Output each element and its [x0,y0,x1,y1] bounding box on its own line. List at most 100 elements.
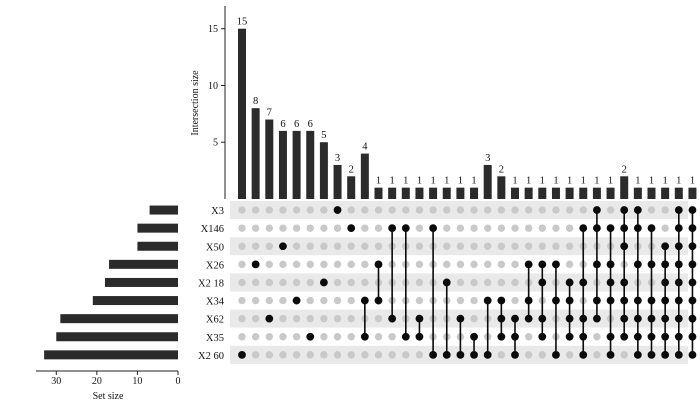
matrix-dot-inactive [415,260,424,269]
set-label: X146 [201,224,224,235]
set-label: X2 18 [198,278,224,289]
matrix-dot-inactive [279,224,287,232]
set-size-bar [44,350,178,360]
matrix-dot-inactive [306,351,314,359]
intersection-bar-label: 5 [321,130,326,141]
matrix-dot-inactive [470,296,478,305]
matrix-dot-active [388,314,397,323]
matrix-dot-inactive [333,242,342,250]
matrix-dot-inactive [320,206,328,214]
set-size-x-tick-label: 10 [132,376,142,387]
matrix-dot-active [688,278,697,287]
set-label: X26 [206,260,224,271]
matrix-dot-active [279,242,287,251]
intersection-bar [470,187,479,199]
matrix-dot-inactive [265,206,273,214]
matrix-dot-active [593,224,601,233]
intersection-bar [497,176,506,199]
intersection-bar-label: 1 [540,176,545,187]
matrix-dot-active [661,332,670,341]
matrix-dot-inactive [374,242,383,250]
set-size-bar [109,259,178,269]
intersection-bar [415,187,424,199]
matrix-dot-inactive [374,206,383,214]
matrix-dot-active [688,332,697,341]
set-label: X34 [206,297,225,308]
matrix-dot-inactive [279,351,287,359]
intersection-bar [551,187,560,199]
matrix-dot-active [593,296,601,305]
matrix-dot-inactive [388,206,396,214]
matrix-dot-inactive [306,206,314,214]
matrix-dot-inactive [497,351,506,359]
matrix-dot-inactive [538,242,546,250]
matrix-dot-active [497,296,506,305]
matrix-dot-active [661,260,670,269]
matrix-dot-inactive [484,260,492,269]
intersection-bar [278,130,287,199]
matrix-dot-inactive [333,314,342,323]
matrix-dot-active [674,260,683,269]
intersection-bar [442,187,451,199]
intersection-bar-label: 1 [690,176,695,187]
intersection-bar [319,142,328,199]
intersection-bar [360,153,369,199]
matrix-dot-inactive [524,206,533,214]
intersection-bar [429,187,438,199]
intersection-bar [524,187,533,199]
matrix-dot-inactive [251,314,260,323]
intersection-bar [647,187,656,199]
matrix-dot-inactive [361,224,369,232]
matrix-dot-inactive [470,278,478,287]
matrix-dot-active [579,224,588,233]
matrix-dot-inactive [306,296,314,305]
intersection-bar-label: 3 [335,153,340,164]
matrix-dot-active [347,224,356,233]
intersection-bar-label: 1 [663,176,668,187]
matrix-dot-inactive [333,333,342,341]
matrix-dot-inactive [292,333,301,341]
set-label: X35 [206,333,224,344]
matrix-dot-active [470,332,478,341]
matrix-dot-inactive [429,206,437,214]
matrix-dot-active [593,314,601,323]
matrix-dot-active [674,350,683,359]
matrix-dot-inactive [565,206,574,214]
matrix-dot-active [565,278,574,287]
intersection-bar-label: 1 [417,176,422,187]
matrix-dot-inactive [484,206,492,214]
matrix-dot-inactive [279,206,287,214]
matrix-dot-active [415,314,424,323]
matrix-dot-active [661,350,670,359]
matrix-dot-inactive [374,333,383,341]
intersection-bar [483,164,492,199]
matrix-dot-inactive [347,278,355,287]
matrix-dot-active [633,206,642,214]
intersection-bar [306,130,315,199]
matrix-dot-active [238,350,246,359]
matrix-dot-active [360,296,369,305]
set-size-bar [137,223,178,233]
set-size-bar [56,332,178,342]
matrix-dot-inactive [511,296,519,305]
matrix-dot-inactive [251,296,260,305]
matrix-dot-inactive [552,224,560,232]
intersection-bar [620,176,629,199]
matrix-dot-inactive [238,296,246,305]
matrix-dot-inactive [415,278,424,287]
intersection-bar-label: 1 [526,176,531,187]
matrix-dot-inactive [443,260,451,269]
intersection-bar-label: 1 [403,176,408,187]
matrix-dot-inactive [333,224,342,232]
matrix-dot-active [674,278,683,287]
intersection-bar-label: 1 [608,176,613,187]
matrix-dot-active [633,260,642,269]
matrix-dot-inactive [306,242,314,250]
matrix-dot-active [674,296,683,305]
intersection-bar-label: 6 [280,119,285,130]
intersection-bar [238,28,246,199]
set-size-bar [92,296,178,306]
matrix-dot-inactive [524,224,533,232]
matrix-dot-inactive [292,242,301,250]
